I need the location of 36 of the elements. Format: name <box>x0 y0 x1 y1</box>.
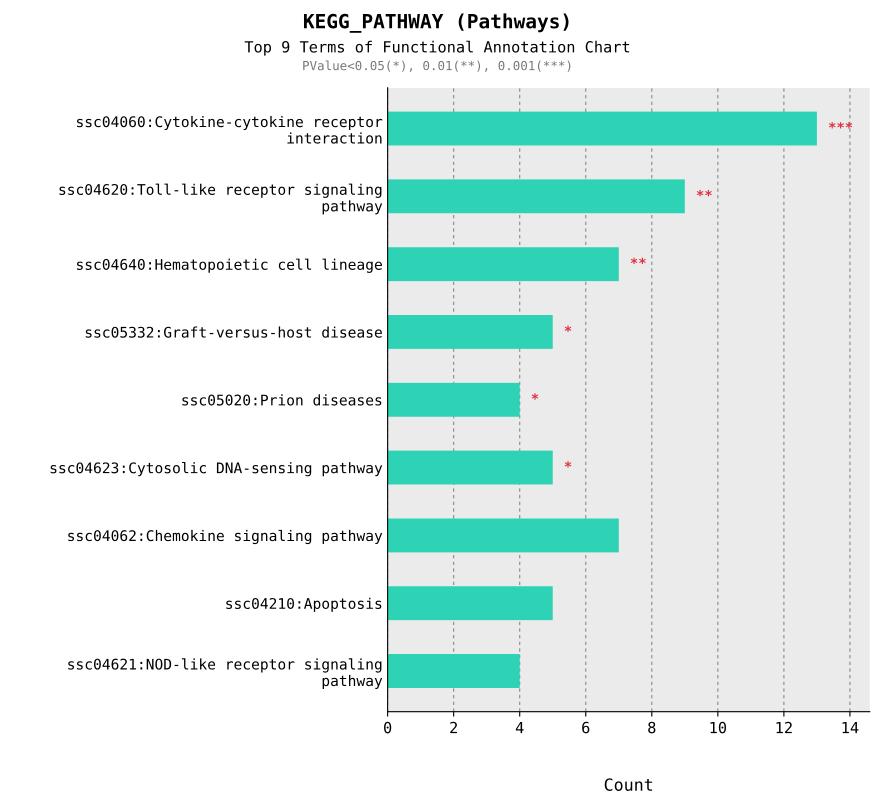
x-tick-label: 0 <box>384 722 392 734</box>
x-tick-label: 2 <box>450 722 457 734</box>
y-tick-label: ssc04640:Hematopoietic cell lineage <box>76 258 382 273</box>
x-tick-label: 12 <box>776 722 792 734</box>
x-tick-label: 14 <box>842 722 858 734</box>
chart-title: KEGG_PATHWAY (Pathways) <box>304 13 568 33</box>
chart-subtitle: Top 9 Terms of Functional Annotation Chart <box>244 40 630 56</box>
y-tick-label: ssc04060:Cytokine-cytokine receptor interaction <box>76 116 382 144</box>
bar <box>388 315 553 349</box>
annotation: ** <box>696 190 712 196</box>
bar <box>388 112 817 146</box>
y-tick-label: ssc04620:Toll-like receptor signaling pathway <box>59 184 382 214</box>
y-tick-label: ssc04623:Cytosolic DNA-sensing pathway <box>50 462 382 476</box>
bar <box>388 179 685 214</box>
bar <box>388 450 553 485</box>
bar <box>388 654 520 688</box>
bar <box>388 586 553 620</box>
y-tick-label: ssc04621:NOD-like receptor signaling pathway <box>68 658 382 689</box>
bar <box>388 518 619 552</box>
x-tick-label: 6 <box>582 722 590 734</box>
bar <box>388 247 619 282</box>
x-tick-label: 4 <box>516 722 524 734</box>
annotation: *** <box>828 122 852 129</box>
annotation: ** <box>630 258 646 264</box>
y-tick-label: ssc04062:Chemokine signaling pathway <box>68 530 382 544</box>
y-tick-label: ssc04210:Apoptosis <box>226 598 382 612</box>
x-tick-label: 8 <box>648 722 656 734</box>
x-tick-label: 10 <box>710 722 726 734</box>
x-axis-title: Count <box>604 778 652 791</box>
annotation: * <box>564 461 572 468</box>
y-tick-label: ssc05332:Graft-versus-host disease <box>86 326 382 338</box>
y-tick-label: ssc05020:Prion diseases <box>182 394 382 406</box>
annotation: * <box>564 325 572 332</box>
bar <box>388 382 520 417</box>
annotation: * <box>532 393 538 400</box>
text: PValue<0.05(*), 0.01(**), 0.001(***) <box>303 60 570 72</box>
